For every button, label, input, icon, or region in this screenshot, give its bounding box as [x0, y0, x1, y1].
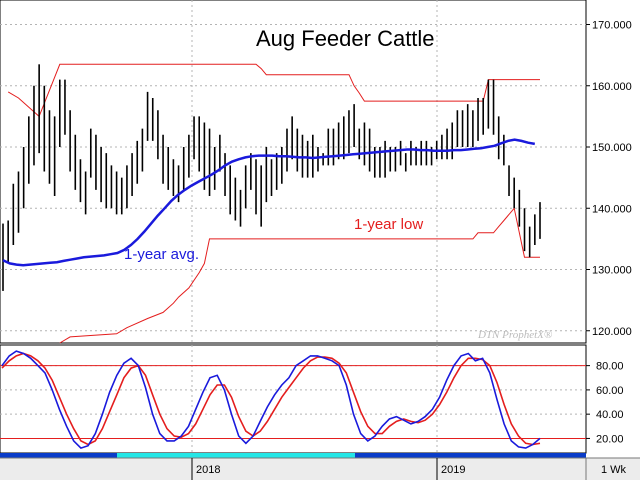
price-bars	[2, 64, 541, 291]
stoch-ytick-label: 80.00	[596, 361, 624, 373]
price-ytick-label: 160.000	[592, 81, 632, 93]
x-label-2019: 2019	[441, 464, 465, 476]
stochastic-y-axis: 20.00 40.00 60.00 80.00	[586, 361, 624, 445]
stochastic-reference-lines	[0, 365, 586, 439]
low-channel-line	[59, 207, 540, 344]
price-ytick-label: 130.000	[592, 265, 632, 277]
x-label-2018: 2018	[196, 464, 220, 476]
price-panel: 120.000 130.000 140.000 150.000 160.000 170.0…	[0, 0, 632, 344]
one-year-avg-label: 1-year avg.	[124, 246, 199, 263]
chart-title: Aug Feeder Cattle	[256, 26, 435, 51]
price-ytick-label: 140.000	[592, 203, 632, 215]
stochastic-fast-line	[1, 350, 541, 450]
stoch-ytick-label: 40.00	[596, 409, 624, 421]
price-ytick-label: 120.000	[592, 326, 632, 338]
stoch-ytick-label: 60.00	[596, 385, 624, 397]
date-axis-strip	[0, 458, 640, 480]
stochastic-panel: 20.00 40.00 60.00 80.00	[0, 344, 624, 454]
date-axis: 2018 2019 1 Wk	[0, 453, 640, 480]
price-grid	[0, 0, 586, 343]
stochastic-grid	[0, 345, 586, 453]
one-year-low-label: 1-year low	[354, 216, 423, 233]
price-ytick-label: 150.000	[592, 142, 632, 154]
date-axis-highlight	[117, 453, 355, 458]
price-ytick-label: 170.000	[592, 20, 632, 32]
stochastic-plot-frame	[0, 344, 587, 454]
price-y-axis: 120.000 130.000 140.000 150.000 160.000 170.0…	[586, 20, 632, 338]
high-channel-line	[7, 63, 540, 118]
stoch-ytick-label: 20.00	[596, 433, 624, 445]
timeframe-label: 1 Wk	[601, 464, 627, 476]
price-plot-frame	[0, 0, 587, 344]
one-year-avg-line	[2, 138, 536, 267]
stochastic-slow-line	[1, 352, 541, 446]
watermark: DTN ProphetX®	[477, 329, 553, 341]
